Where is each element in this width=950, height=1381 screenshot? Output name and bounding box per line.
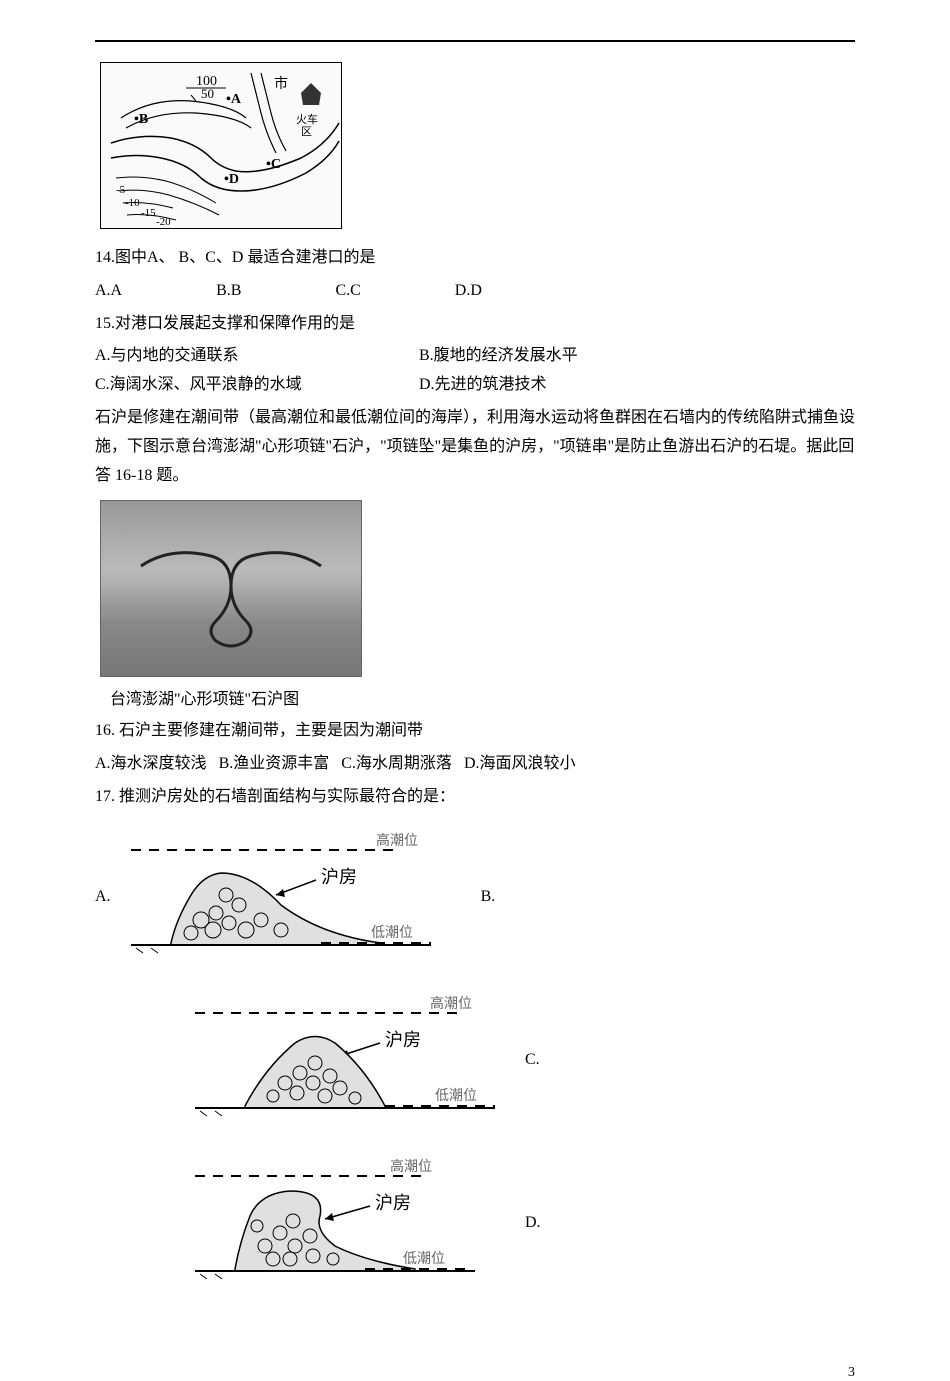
- label-low-tide-b: 低潮位: [435, 1088, 477, 1104]
- necklace-svg: [131, 536, 331, 656]
- point-a: •A: [226, 92, 242, 107]
- label-low-tide-c: 低潮位: [403, 1251, 445, 1267]
- point-c: •C: [266, 157, 281, 172]
- map-svg: 100 50 •A •B •C •D 市 火车 区 -5 -10 -15 -20: [101, 63, 341, 228]
- label-high-tide-a: 高潮位: [376, 832, 418, 849]
- penghu-photo: [100, 500, 362, 677]
- q17-opt-c-label: C.: [525, 1051, 540, 1069]
- label-hufang-a: 沪房: [321, 867, 357, 887]
- depth-10: -10: [125, 197, 140, 209]
- q14-options: A.A B.B C.C D.D: [95, 277, 855, 306]
- label-station-1: 火车: [296, 112, 318, 126]
- diagram-c: 高潮位 沪房 低潮位: [185, 1151, 505, 1296]
- label-station-2: 区: [301, 126, 312, 138]
- q14-opt-d: D.D: [455, 277, 482, 306]
- q16-opt-c: C.海水周期涨落: [341, 755, 452, 772]
- passage-shihu: 石沪是修建在潮间带（最高潮位和最低潮位间的海岸），利用海水运动将鱼群困在石墙内的…: [95, 404, 855, 490]
- label-city: 市: [274, 75, 288, 92]
- page-number: 3: [848, 1365, 855, 1381]
- depth-15: -15: [141, 207, 156, 219]
- depth-5: -5: [116, 184, 126, 196]
- q16-opt-b: B.渔业资源丰富: [219, 755, 330, 772]
- q17-opt-d-label: D.: [525, 1214, 541, 1232]
- header-divider: [95, 40, 855, 42]
- diagram-row-cd: 高潮位 沪房 低潮位 D.: [95, 1146, 855, 1301]
- q14-stem: 14.图中A、 B、C、D 最适合建港口的是: [95, 244, 855, 273]
- depth-20: -20: [156, 216, 171, 228]
- label-high-tide-b: 高潮位: [430, 995, 472, 1012]
- diagram-row-bc: 高潮位 沪房 低潮位 C.: [95, 983, 855, 1138]
- label-low-tide-a: 低潮位: [371, 925, 413, 941]
- q17-stem: 17. 推测沪房处的石墙剖面结构与实际最符合的是：: [95, 783, 855, 812]
- photo-caption: 台湾澎湖"心形项链"石沪图: [110, 685, 855, 709]
- label-high-tide-c: 高潮位: [390, 1158, 432, 1175]
- q15-stem: 15.对港口发展起支撑和保障作用的是: [95, 310, 855, 339]
- q15-opt-b: B.腹地的经济发展水平: [419, 347, 578, 364]
- diagram-b: 高潮位 沪房 低潮位: [185, 988, 505, 1133]
- q15-opt-a: A.与内地的交通联系: [95, 342, 415, 371]
- q15-options-row1: A.与内地的交通联系 B.腹地的经济发展水平: [95, 342, 855, 371]
- q16-options: A.海水深度较浅 B.渔业资源丰富 C.海水周期涨落 D.海面风浪较小: [95, 750, 855, 779]
- q15-options-row2: C.海阔水深、风平浪静的水域 D.先进的筑港技术: [95, 371, 855, 400]
- diagram-row-ab: A. 高潮位 沪房 低潮位: [95, 820, 855, 975]
- q17-opt-b-label: B.: [481, 888, 496, 906]
- q16-stem: 16. 石沪主要修建在潮间带，主要是因为潮间带: [95, 717, 855, 746]
- q14-opt-b: B.B: [216, 277, 241, 306]
- q16-opt-d: D.海面风浪较小: [464, 755, 576, 772]
- point-d: •D: [224, 172, 239, 187]
- point-b: •B: [134, 112, 148, 127]
- label-hufang-c: 沪房: [375, 1193, 411, 1213]
- label-50: 50: [201, 86, 214, 101]
- q14-opt-c: C.C: [335, 277, 360, 306]
- label-hufang-b: 沪房: [385, 1030, 421, 1050]
- diagram-a: 高潮位 沪房 低潮位: [121, 825, 441, 970]
- q14-opt-a: A.A: [95, 277, 122, 306]
- q16-opt-a: A.海水深度较浅: [95, 755, 207, 772]
- q17-opt-a-label: A.: [95, 888, 111, 906]
- contour-map-figure: 100 50 •A •B •C •D 市 火车 区 -5 -10 -15 -20: [100, 62, 342, 229]
- q15-opt-d: D.先进的筑港技术: [419, 376, 547, 393]
- q15-opt-c: C.海阔水深、风平浪静的水域: [95, 371, 415, 400]
